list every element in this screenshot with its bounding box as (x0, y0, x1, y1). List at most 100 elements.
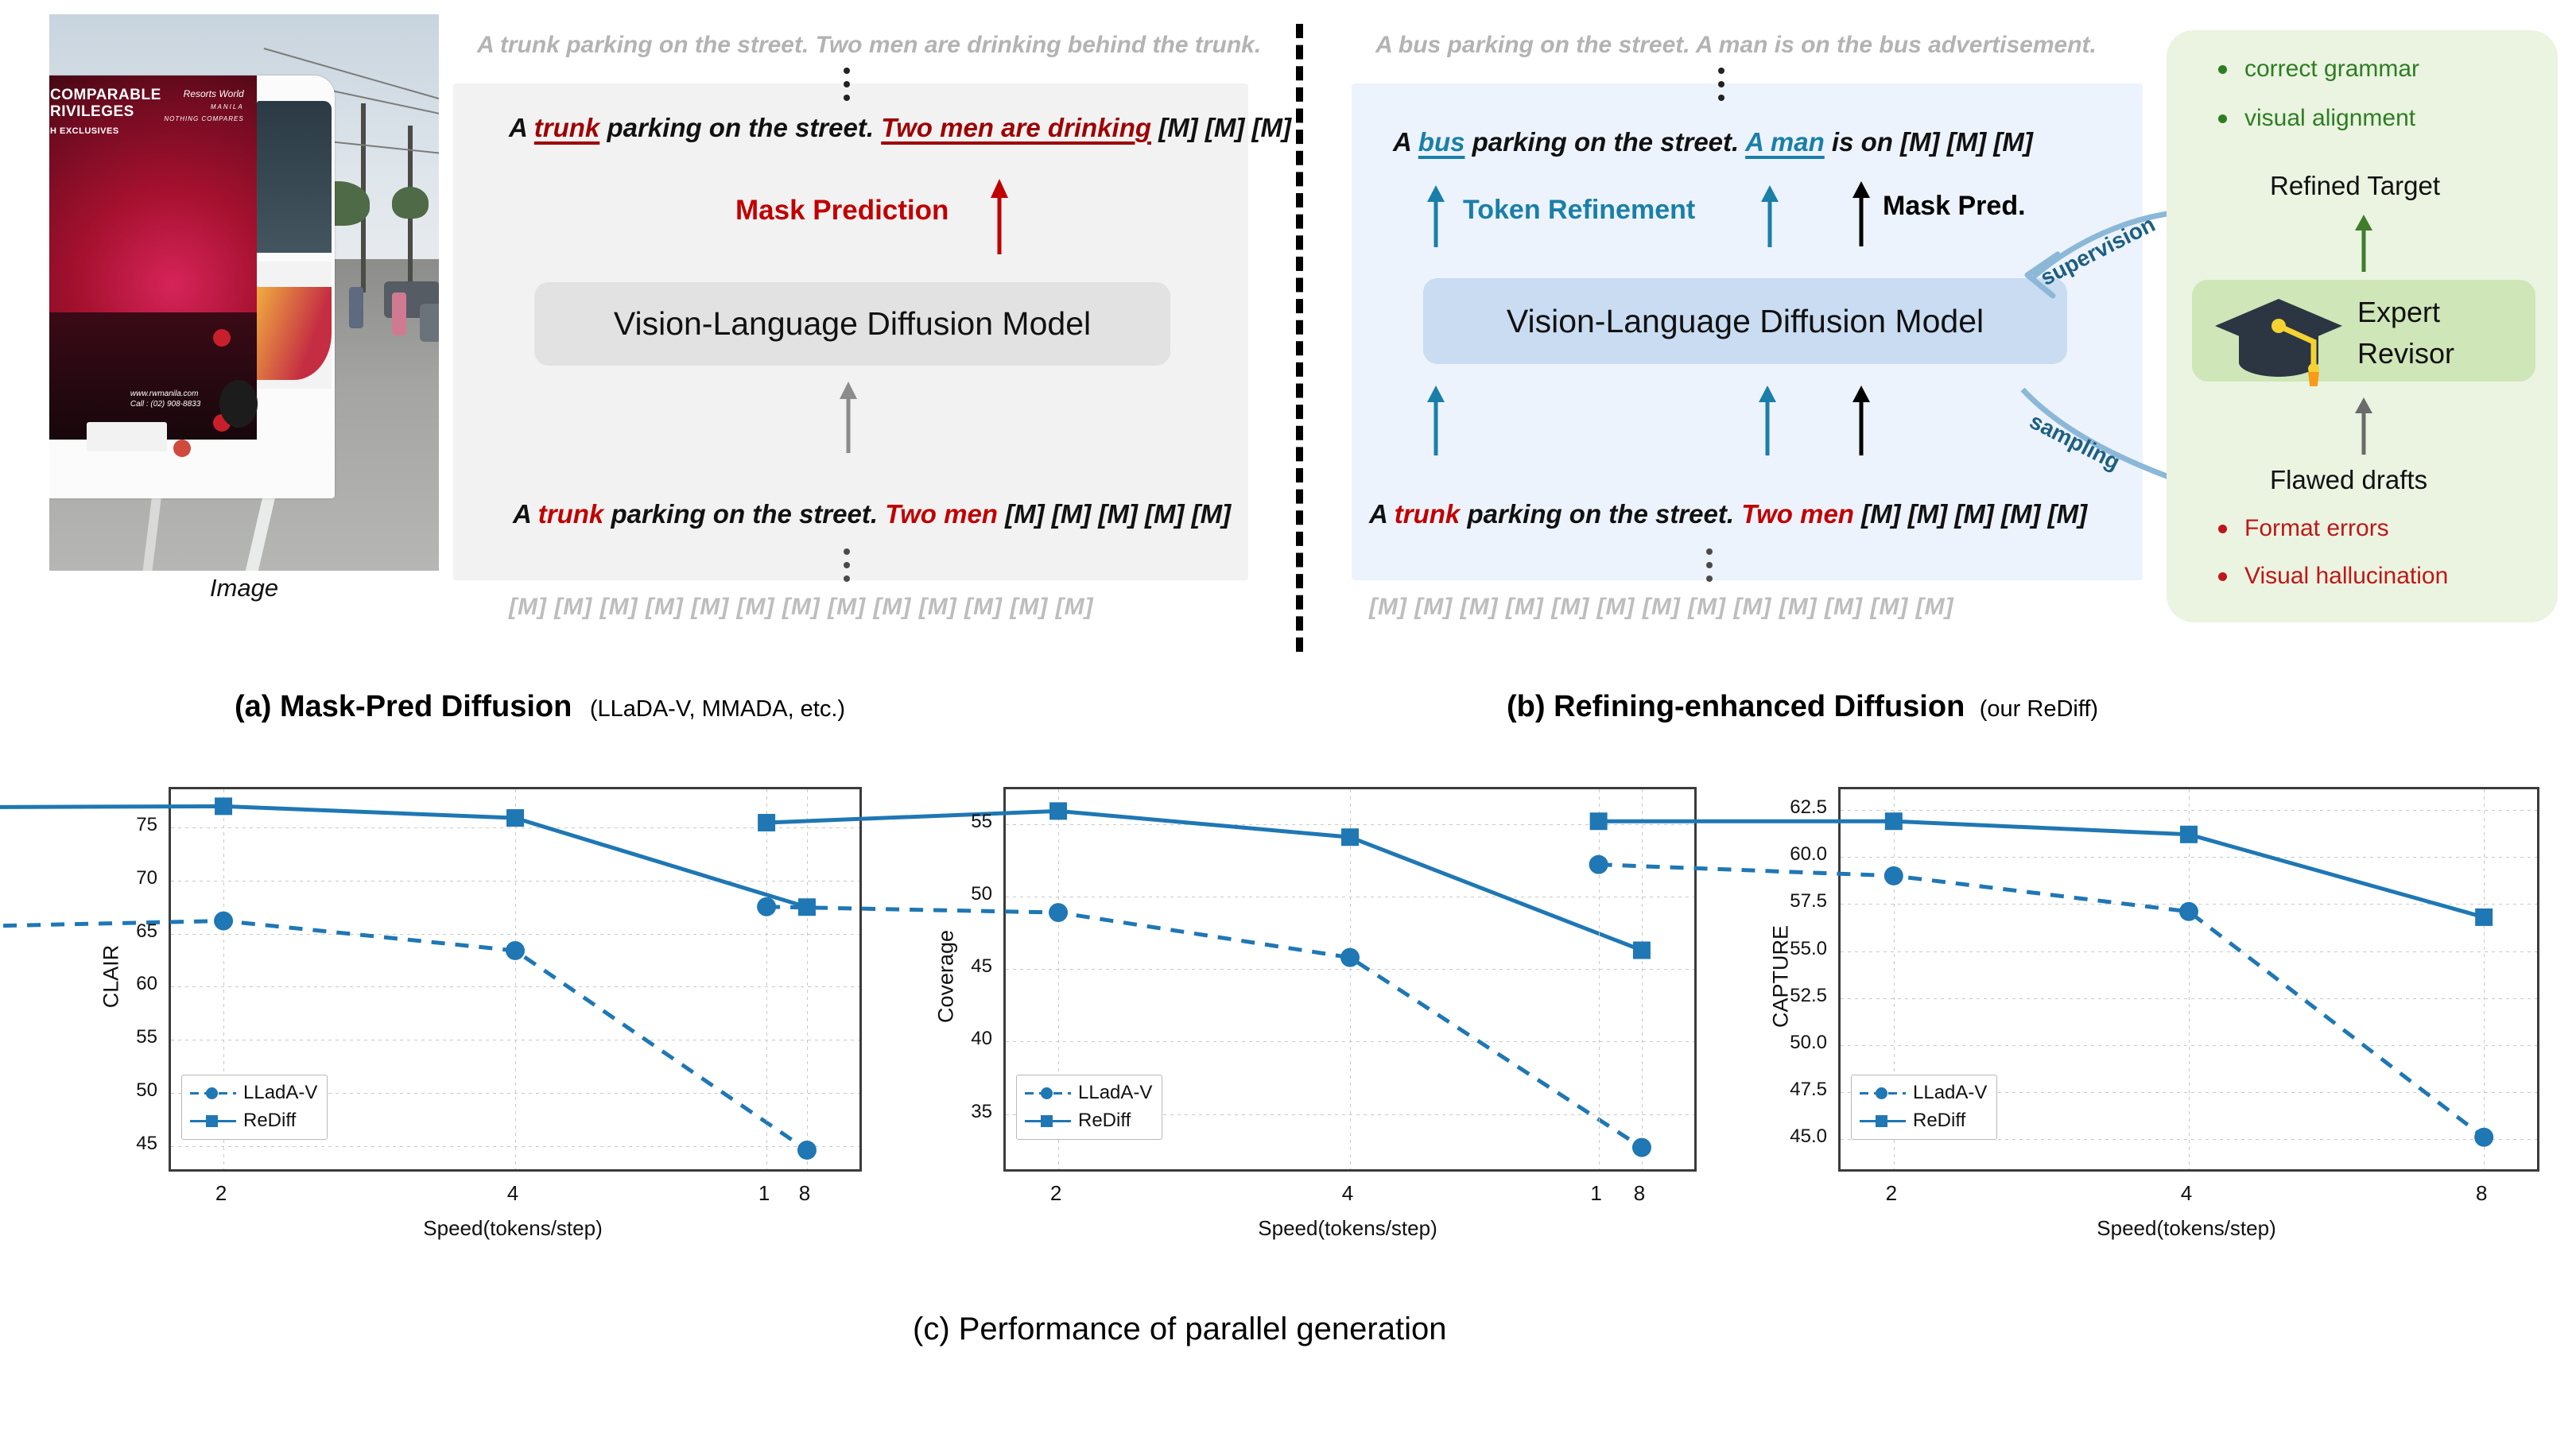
gridline-vertical (1058, 789, 1060, 1169)
good-bullet-1: visual alignment (2218, 105, 2415, 132)
y-tick-label: 70 (136, 866, 157, 889)
mask-prediction-label: Mask Prediction (735, 195, 949, 226)
x-axis-label: Speed(tokens/step) (1258, 1216, 1437, 1240)
data-point-LLadA-V (2474, 1127, 2494, 1147)
bullet-dot-icon (2218, 572, 2227, 581)
seg-masks: [M] [M] [M] (1151, 113, 1291, 142)
data-point-LLadA-V (2179, 901, 2198, 921)
y-tick-label: 60.0 (1790, 843, 1827, 866)
data-point-LLadA-V (1631, 1137, 1651, 1157)
y-tick-label: 52.5 (1790, 984, 1827, 1006)
panel-divider (1296, 24, 1303, 652)
seg-twomen: Two men (1741, 499, 1854, 529)
seg-a: A (1393, 127, 1418, 157)
legend-item: ReDiff (190, 1110, 317, 1132)
seg-trunk: trunk (537, 499, 604, 529)
flawed-drafts-arrow (2355, 397, 2372, 455)
series-line-LLadA-V (766, 905, 1643, 1149)
chart-coverage: 35 40 45 50 55 1 2 4 8 Speed(tokens/step) Coverage… (757, 763, 1709, 1256)
x-tick-label: 4 (2180, 1181, 2193, 1205)
expert-title-line2: Revisor (2357, 337, 2455, 370)
seg-a: A (1369, 499, 1395, 529)
bad-bullet-0: Format errors (2218, 515, 2389, 542)
x-tick-label: 1 (1590, 1181, 1602, 1205)
x-tick-label: 8 (798, 1181, 811, 1205)
bad-bullet-0-label: Format errors (2244, 515, 2389, 541)
good-bullet-1-label: visual alignment (2244, 105, 2416, 131)
token-refinement-arrow-left (1427, 185, 1445, 247)
y-tick-label: 65 (136, 920, 157, 942)
y-axis-label: CLAIR (99, 944, 123, 1009)
seg-twomen: Two men are drinking (881, 113, 1152, 142)
bullet-dot-icon (2218, 524, 2227, 533)
legend-item: LLadA-V (1860, 1082, 1987, 1104)
data-point-LLadA-V (1884, 866, 1903, 885)
x-tick-label: 8 (1633, 1181, 1646, 1205)
panel-a-top-caption: A trunk parking on the street. Two men a… (477, 32, 1262, 58)
x-tick-label: 8 (2475, 1181, 2488, 1205)
y-tick-label: 50 (971, 883, 992, 905)
refined-target-arrow (2355, 215, 2372, 272)
gridline-vertical (515, 789, 516, 1169)
data-point-LLadA-V (1049, 903, 1069, 923)
y-tick-label: 35 (971, 1100, 992, 1122)
chart-capture: 45.0 47.5 50.0 52.5 55.0 57.5 60.0 62.5 1 2 4 8 Spee… (1589, 763, 2552, 1256)
legend-label: LLadA-V (1913, 1082, 1988, 1103)
bullet-dot-icon (2218, 114, 2227, 123)
y-tick-label: 47.5 (1790, 1078, 1827, 1100)
data-point-LLadA-V (1340, 947, 1360, 967)
chart-clair: 45 50 55 60 65 70 75 1 2 4 8 Speed(tokens/step) CLAI… (0, 763, 875, 1256)
seg-b: parking on the street. (599, 113, 882, 142)
legend-item: LLadA-V (190, 1082, 317, 1104)
y-axis-label: CAPTURE (1768, 925, 1793, 1029)
seg-trunk: trunk (533, 113, 600, 142)
panel-b-model-box: Vision-Language Diffusion Model (1423, 278, 2067, 364)
refined-target-label: Refined Target (2270, 171, 2441, 200)
panel-a-input-arrow (839, 382, 858, 453)
seg-masks: [M] [M] [M] [M] [M] (997, 499, 1232, 529)
gridline-vertical (223, 789, 225, 1169)
panel-b-input-arrow-2 (1759, 386, 1776, 455)
x-tick-label: 2 (1049, 1181, 1062, 1205)
seg-c: is on (1824, 127, 1901, 157)
panel-b-all-mask-row: [M] [M] [M] [M] [M] [M] [M] [M] [M] [M] … (1369, 594, 1954, 620)
data-point-LLadA-V (1589, 854, 1608, 874)
mask-pred-label: Mask Pred. (1883, 191, 2026, 221)
series-line-ReDiff (766, 808, 1643, 952)
series-line-LLadA-V (0, 919, 809, 1153)
data-point-LLadA-V (757, 897, 777, 916)
legend-label: LLadA-V (243, 1082, 318, 1103)
series-line-ReDiff (0, 804, 808, 909)
seg-b: parking on the street. (1465, 127, 1746, 157)
seg-a: A (513, 499, 538, 529)
chart-legend: LLadA-V ReDiff (1851, 1075, 1998, 1140)
panel-b-top-dots (1717, 68, 1724, 101)
legend-label: LLadA-V (1078, 1082, 1153, 1103)
token-refinement-label: Token Refinement (1463, 195, 1696, 225)
y-tick-label: 55.0 (1790, 937, 1827, 959)
gridline-vertical (766, 789, 768, 1169)
gridline-vertical (1641, 789, 1643, 1169)
chart-legend: LLadA-V ReDiff (1016, 1075, 1163, 1140)
bullet-dot-icon (2218, 64, 2227, 74)
panel-a-mid-row: A trunk parking on the street. Two men a… (509, 113, 1291, 143)
x-tick-label: 4 (506, 1181, 519, 1205)
panel-a-all-mask-row: [M] [M] [M] [M] [M] [M] [M] [M] [M] [M] … (509, 594, 1094, 620)
legend-symbol-icon (1860, 1087, 1906, 1099)
data-point-ReDiff (1884, 812, 1903, 831)
panel-b-input-arrow-3 (1852, 386, 1870, 455)
gridline-vertical (2484, 789, 2485, 1169)
y-tick-label: 57.5 (1790, 890, 1827, 912)
data-point-LLadA-V (797, 1140, 817, 1160)
panel-b-caption-main: (b) Refining-enhanced Diffusion (1507, 690, 1965, 723)
gridline-vertical (806, 789, 808, 1169)
data-point-ReDiff (1589, 812, 1608, 831)
y-tick-label: 55 (971, 810, 992, 832)
bad-bullet-1: Visual hallucination (2218, 563, 2448, 590)
legend-label: ReDiff (1078, 1110, 1131, 1131)
legend-label: ReDiff (1913, 1110, 1966, 1131)
panel-b-bottom-row: A trunk parking on the street. Two men [… (1369, 499, 2087, 529)
series-layer (757, 802, 1651, 1157)
panel-a-bottom-row: A trunk parking on the street. Two men [… (513, 499, 1231, 529)
expert-title-line1: Expert (2357, 296, 2441, 328)
